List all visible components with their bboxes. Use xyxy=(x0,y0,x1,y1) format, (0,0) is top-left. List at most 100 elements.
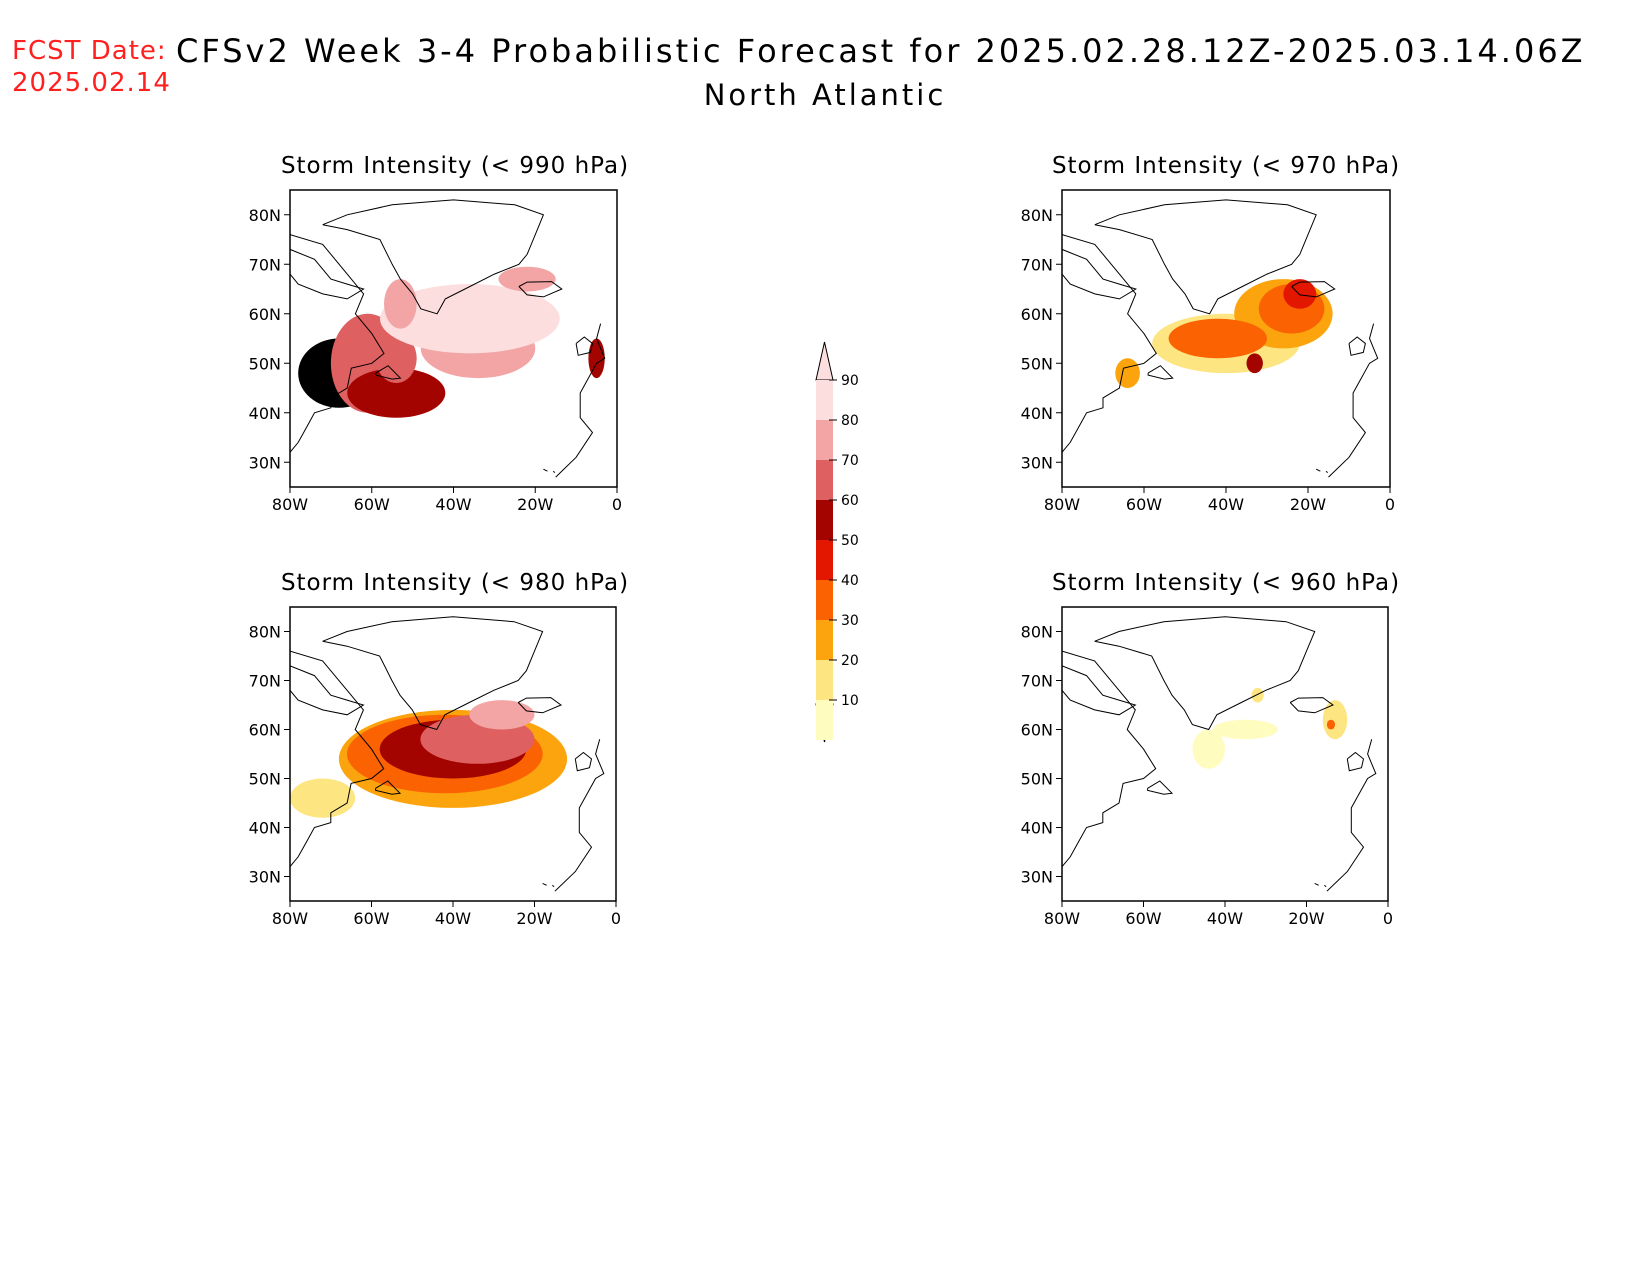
lat-label: 60N xyxy=(1021,305,1053,324)
coastline xyxy=(1094,616,1316,731)
coastline xyxy=(552,884,555,888)
lat-label: 60N xyxy=(249,305,281,324)
lon-label: 60W xyxy=(354,495,390,514)
probability-region xyxy=(1246,353,1263,374)
colorbar-label: 60 xyxy=(841,493,859,509)
lat-label: 40N xyxy=(1021,819,1053,838)
lon-label: 20W xyxy=(1290,495,1326,514)
coastline xyxy=(1328,323,1379,478)
coastline xyxy=(518,281,563,298)
coastline xyxy=(1315,468,1321,472)
map-panel-p980: Storm Intensity (< 980 hPa) 80N 70N 60N 50N 4… xyxy=(249,570,629,928)
lon-label: 20W xyxy=(1288,909,1324,928)
colorbar-swatch xyxy=(816,380,833,420)
colorbar-label: 80 xyxy=(841,413,859,429)
colorbar-swatch xyxy=(816,580,833,620)
colorbar-swatch xyxy=(816,620,833,660)
probability-region xyxy=(1192,729,1225,769)
probability-region xyxy=(1326,719,1336,730)
map-panel-p970: Storm Intensity (< 970 hPa) 80N 70N 60N 50N 4… xyxy=(1021,153,1400,514)
colorbar-label: 40 xyxy=(841,573,859,589)
lon-label: 40W xyxy=(435,909,471,928)
colorbar-label: 70 xyxy=(841,453,859,469)
colorbar: 10 20 30 40 50 60 70 80 90 xyxy=(815,341,859,743)
probability-region xyxy=(384,279,417,329)
lat-label: 60N xyxy=(1021,721,1053,740)
coastline xyxy=(517,697,563,714)
coastline xyxy=(1062,234,1157,453)
lon-label: 40W xyxy=(1207,909,1243,928)
lat-label: 40N xyxy=(249,404,281,423)
probability-region xyxy=(1283,279,1317,309)
lat-label: 80N xyxy=(249,623,281,642)
coastline xyxy=(290,248,365,300)
lon-label: 20W xyxy=(517,495,553,514)
coastline xyxy=(574,751,593,772)
probability-region xyxy=(1322,700,1348,740)
figure-title: CFSv2 Week 3-4 Probabilistic Forecast fo… xyxy=(176,32,1586,70)
lat-label: 30N xyxy=(1021,868,1053,887)
panel-title: Storm Intensity (< 960 hPa) xyxy=(1052,570,1400,596)
coastline xyxy=(322,616,544,731)
coastline xyxy=(1291,281,1336,298)
lat-label: 80N xyxy=(1021,623,1053,642)
probability-region xyxy=(290,778,356,818)
coastline xyxy=(1324,884,1327,888)
probability-region xyxy=(1212,719,1278,740)
coastline xyxy=(1062,665,1137,716)
probability-region xyxy=(1168,318,1268,359)
map-panel-p990: Storm Intensity (< 990 hPa) 80N 70N 60N 50N 4… xyxy=(249,153,629,514)
coastline xyxy=(290,234,385,453)
map-frame xyxy=(1061,606,1389,902)
lat-label: 70N xyxy=(249,255,281,274)
panel-title: Storm Intensity (< 970 hPa) xyxy=(1052,153,1400,179)
coastline xyxy=(1314,882,1319,886)
lon-label: 0 xyxy=(612,495,622,514)
lat-label: 40N xyxy=(249,819,281,838)
coastline xyxy=(1094,199,1317,315)
colorbar-swatch xyxy=(816,660,833,700)
colorbar-label: 90 xyxy=(841,373,859,389)
coastline xyxy=(1062,650,1157,868)
probability-region xyxy=(1115,358,1140,388)
lat-label: 70N xyxy=(1021,255,1053,274)
coastline xyxy=(552,470,556,473)
coastline xyxy=(375,365,402,380)
coastline xyxy=(575,336,594,356)
colorbar-swatch xyxy=(816,540,833,580)
lat-label: 30N xyxy=(249,453,281,472)
panel-title: Storm Intensity (< 990 hPa) xyxy=(281,153,629,179)
coastline xyxy=(555,323,606,478)
lat-label: 60N xyxy=(249,721,281,740)
coastline xyxy=(1289,697,1335,714)
coastline xyxy=(1326,739,1377,892)
lon-label: 40W xyxy=(435,495,471,514)
lon-label: 0 xyxy=(1385,495,1395,514)
colorbar-top-cap xyxy=(815,341,834,381)
coastline xyxy=(542,882,547,886)
coastline xyxy=(290,650,385,868)
panel-title: Storm Intensity (< 980 hPa) xyxy=(281,570,629,596)
lon-label: 0 xyxy=(611,909,621,928)
colorbar-label: 10 xyxy=(841,693,859,709)
lon-label: 80W xyxy=(1044,495,1080,514)
lon-label: 20W xyxy=(516,909,552,928)
lon-label: 80W xyxy=(272,495,308,514)
lat-label: 80N xyxy=(249,206,281,225)
lat-label: 80N xyxy=(1021,206,1053,225)
coastline xyxy=(1346,751,1365,772)
colorbar-swatch xyxy=(816,460,833,500)
coastline xyxy=(1348,336,1366,356)
region-title: North Atlantic xyxy=(703,78,947,112)
lat-label: 70N xyxy=(249,672,281,691)
colorbar-label: 20 xyxy=(841,653,859,669)
lat-label: 50N xyxy=(1021,354,1053,373)
colorbar-swatch xyxy=(816,700,833,740)
probability-region xyxy=(588,338,605,379)
lat-label: 40N xyxy=(1021,404,1053,423)
lat-label: 50N xyxy=(249,770,281,789)
lat-label: 30N xyxy=(249,868,281,887)
colorbar-swatch xyxy=(816,420,833,460)
coastline xyxy=(1147,780,1174,795)
